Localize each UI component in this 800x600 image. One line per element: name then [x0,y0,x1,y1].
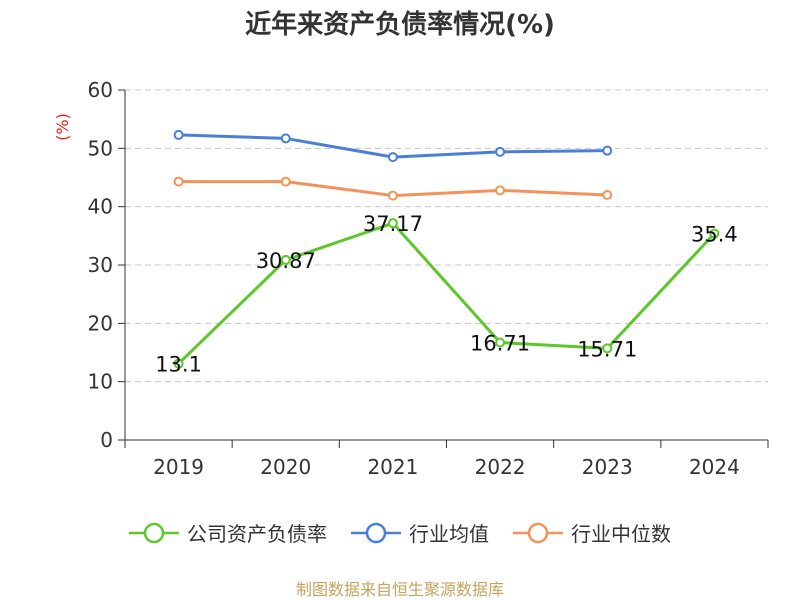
data-point-0-2 [387,218,398,229]
legend-label: 行业中位数 [571,522,671,546]
data-point-1-0 [173,129,184,140]
y-tick-label: 30 [88,253,113,277]
series [173,129,720,369]
data-point-0-4 [602,343,613,354]
data-point-2-3 [495,185,506,196]
y-tick-label: 10 [88,370,113,394]
data-point-2-4 [602,190,613,200]
axes: 0 10 20 30 40 50 60 2019 2020 2021 2022 2023 2024 [88,78,769,479]
chart-title: 近年来资产负债率情况(%) [245,10,555,40]
legend-swatch [513,522,563,543]
x-tick-label: 2024 [689,455,740,479]
series-line-0 [177,221,716,365]
data-point-0-0 [173,358,184,369]
x-tick-label: 2020 [260,455,311,479]
y-tick-label: 50 [88,136,113,160]
data-label: 35.4 [691,223,738,247]
data-point-1-3 [495,146,506,157]
x-tick-label: 2021 [367,455,418,479]
legend-swatch [129,522,179,543]
legend-item-2[interactable]: 行业中位数 [513,518,671,547]
data-point-2-0 [173,176,184,187]
data-point-1-2 [387,152,398,163]
legend-label: 行业均值 [409,522,489,546]
data-point-2-2 [387,190,398,201]
x-tick-label: 2022 [475,455,526,479]
data-point-1-4 [602,145,613,156]
legend-label: 公司资产负债率 [187,522,327,546]
x-tick-label: 2019 [153,455,204,479]
legend-item-1[interactable]: 行业均值 [351,518,489,547]
data-point-0-5 [709,228,720,239]
data-point-0-1 [280,254,291,265]
data-label: 13.1 [155,353,202,377]
data-label: 30.87 [256,249,316,273]
y-tick-label: 0 [100,428,113,452]
data-label: 37.17 [363,212,423,236]
data-point-0-3 [495,337,506,348]
legend: 公司资产负债率 行业均值 行业中位数 [0,518,800,547]
data-point-2-1 [280,176,291,187]
y-tick-label: 40 [88,195,113,219]
legend-item-0[interactable]: 公司资产负债率 [129,518,327,547]
data-label: 16.71 [470,332,530,356]
gridlines [125,89,768,383]
data-label: 15.71 [577,337,637,361]
y-tick-label: 20 [88,311,113,335]
source-note: 制图数据来自恒生聚源数据库 [295,580,504,599]
legend-swatch [351,522,401,543]
y-tick-label: 60 [88,78,113,102]
data-labels: 13.1 30.87 37.17 16.71 15.71 35.4 [155,212,738,376]
x-tick-label: 2023 [582,455,633,479]
data-point-1-1 [280,133,291,144]
y-axis-label: (%) [53,113,72,141]
